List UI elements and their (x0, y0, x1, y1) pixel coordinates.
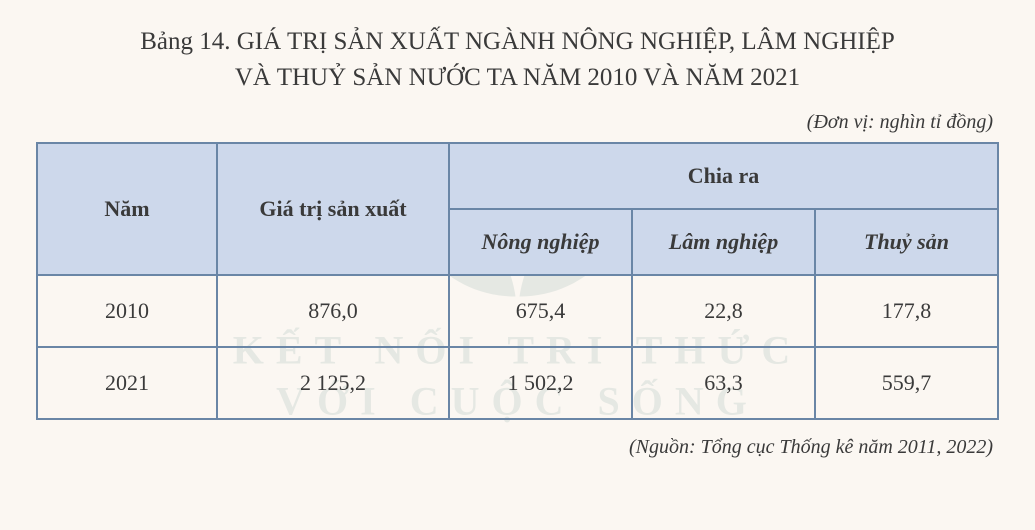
table-title: Bảng 14. GIÁ TRỊ SẢN XUẤT NGÀNH NÔNG NGH… (36, 24, 999, 97)
header-breakdown: Chia ra (449, 143, 998, 209)
header-fish: Thuỷ sản (815, 209, 998, 275)
cell-fish: 177,8 (815, 275, 998, 347)
table-row: 2021 2 125,2 1 502,2 63,3 559,7 (37, 347, 998, 419)
cell-total: 876,0 (217, 275, 449, 347)
source-label: (Nguồn: Tổng cục Thống kê năm 2011, 2022… (36, 436, 993, 459)
data-table: Năm Giá trị sản xuất Chia ra Nông nghiệp… (36, 142, 999, 420)
title-line-1: Bảng 14. GIÁ TRỊ SẢN XUẤT NGÀNH NÔNG NGH… (140, 28, 895, 55)
cell-agri: 675,4 (449, 275, 632, 347)
cell-year: 2021 (37, 347, 217, 419)
cell-forest: 63,3 (632, 347, 815, 419)
cell-agri: 1 502,2 (449, 347, 632, 419)
title-line-2: VÀ THUỶ SẢN NƯỚC TA NĂM 2010 VÀ NĂM 2021 (235, 64, 800, 91)
header-total: Giá trị sản xuất (217, 143, 449, 275)
cell-total: 2 125,2 (217, 347, 449, 419)
unit-label: (Đơn vị: nghìn tỉ đồng) (36, 111, 993, 134)
cell-year: 2010 (37, 275, 217, 347)
cell-fish: 559,7 (815, 347, 998, 419)
cell-forest: 22,8 (632, 275, 815, 347)
header-forest: Lâm nghiệp (632, 209, 815, 275)
header-year: Năm (37, 143, 217, 275)
table-row: 2010 876,0 675,4 22,8 177,8 (37, 275, 998, 347)
header-agri: Nông nghiệp (449, 209, 632, 275)
